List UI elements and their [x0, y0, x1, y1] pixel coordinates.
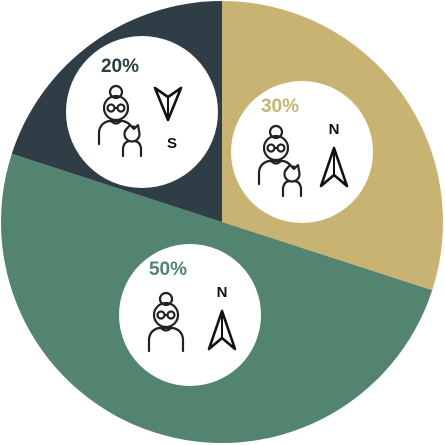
slice-value-label: 30% [261, 96, 299, 117]
badge-circle [66, 36, 218, 188]
north-arrow-icon [319, 146, 349, 188]
grandparent-with-child-icon [257, 124, 303, 198]
slice-badges: 30% N 50% N 20% S [66, 36, 373, 386]
slice-value-label: 50% [149, 259, 187, 280]
badge-circle [231, 81, 373, 223]
south-arrow-icon [153, 86, 183, 122]
direction-letter: S [167, 135, 177, 152]
badge-circle [119, 244, 261, 386]
slice-badge-3: 20% S [66, 36, 218, 188]
grandparent-with-child-icon [97, 84, 143, 158]
direction-letter: N [217, 284, 228, 301]
slice-badge-1: 30% N [231, 81, 373, 223]
north-arrow-icon [207, 309, 237, 351]
elderly-person-icon [147, 291, 185, 353]
direction-letter: N [329, 121, 340, 138]
slice-badge-2: 50% N [119, 244, 261, 386]
slice-value-label: 20% [101, 56, 139, 77]
